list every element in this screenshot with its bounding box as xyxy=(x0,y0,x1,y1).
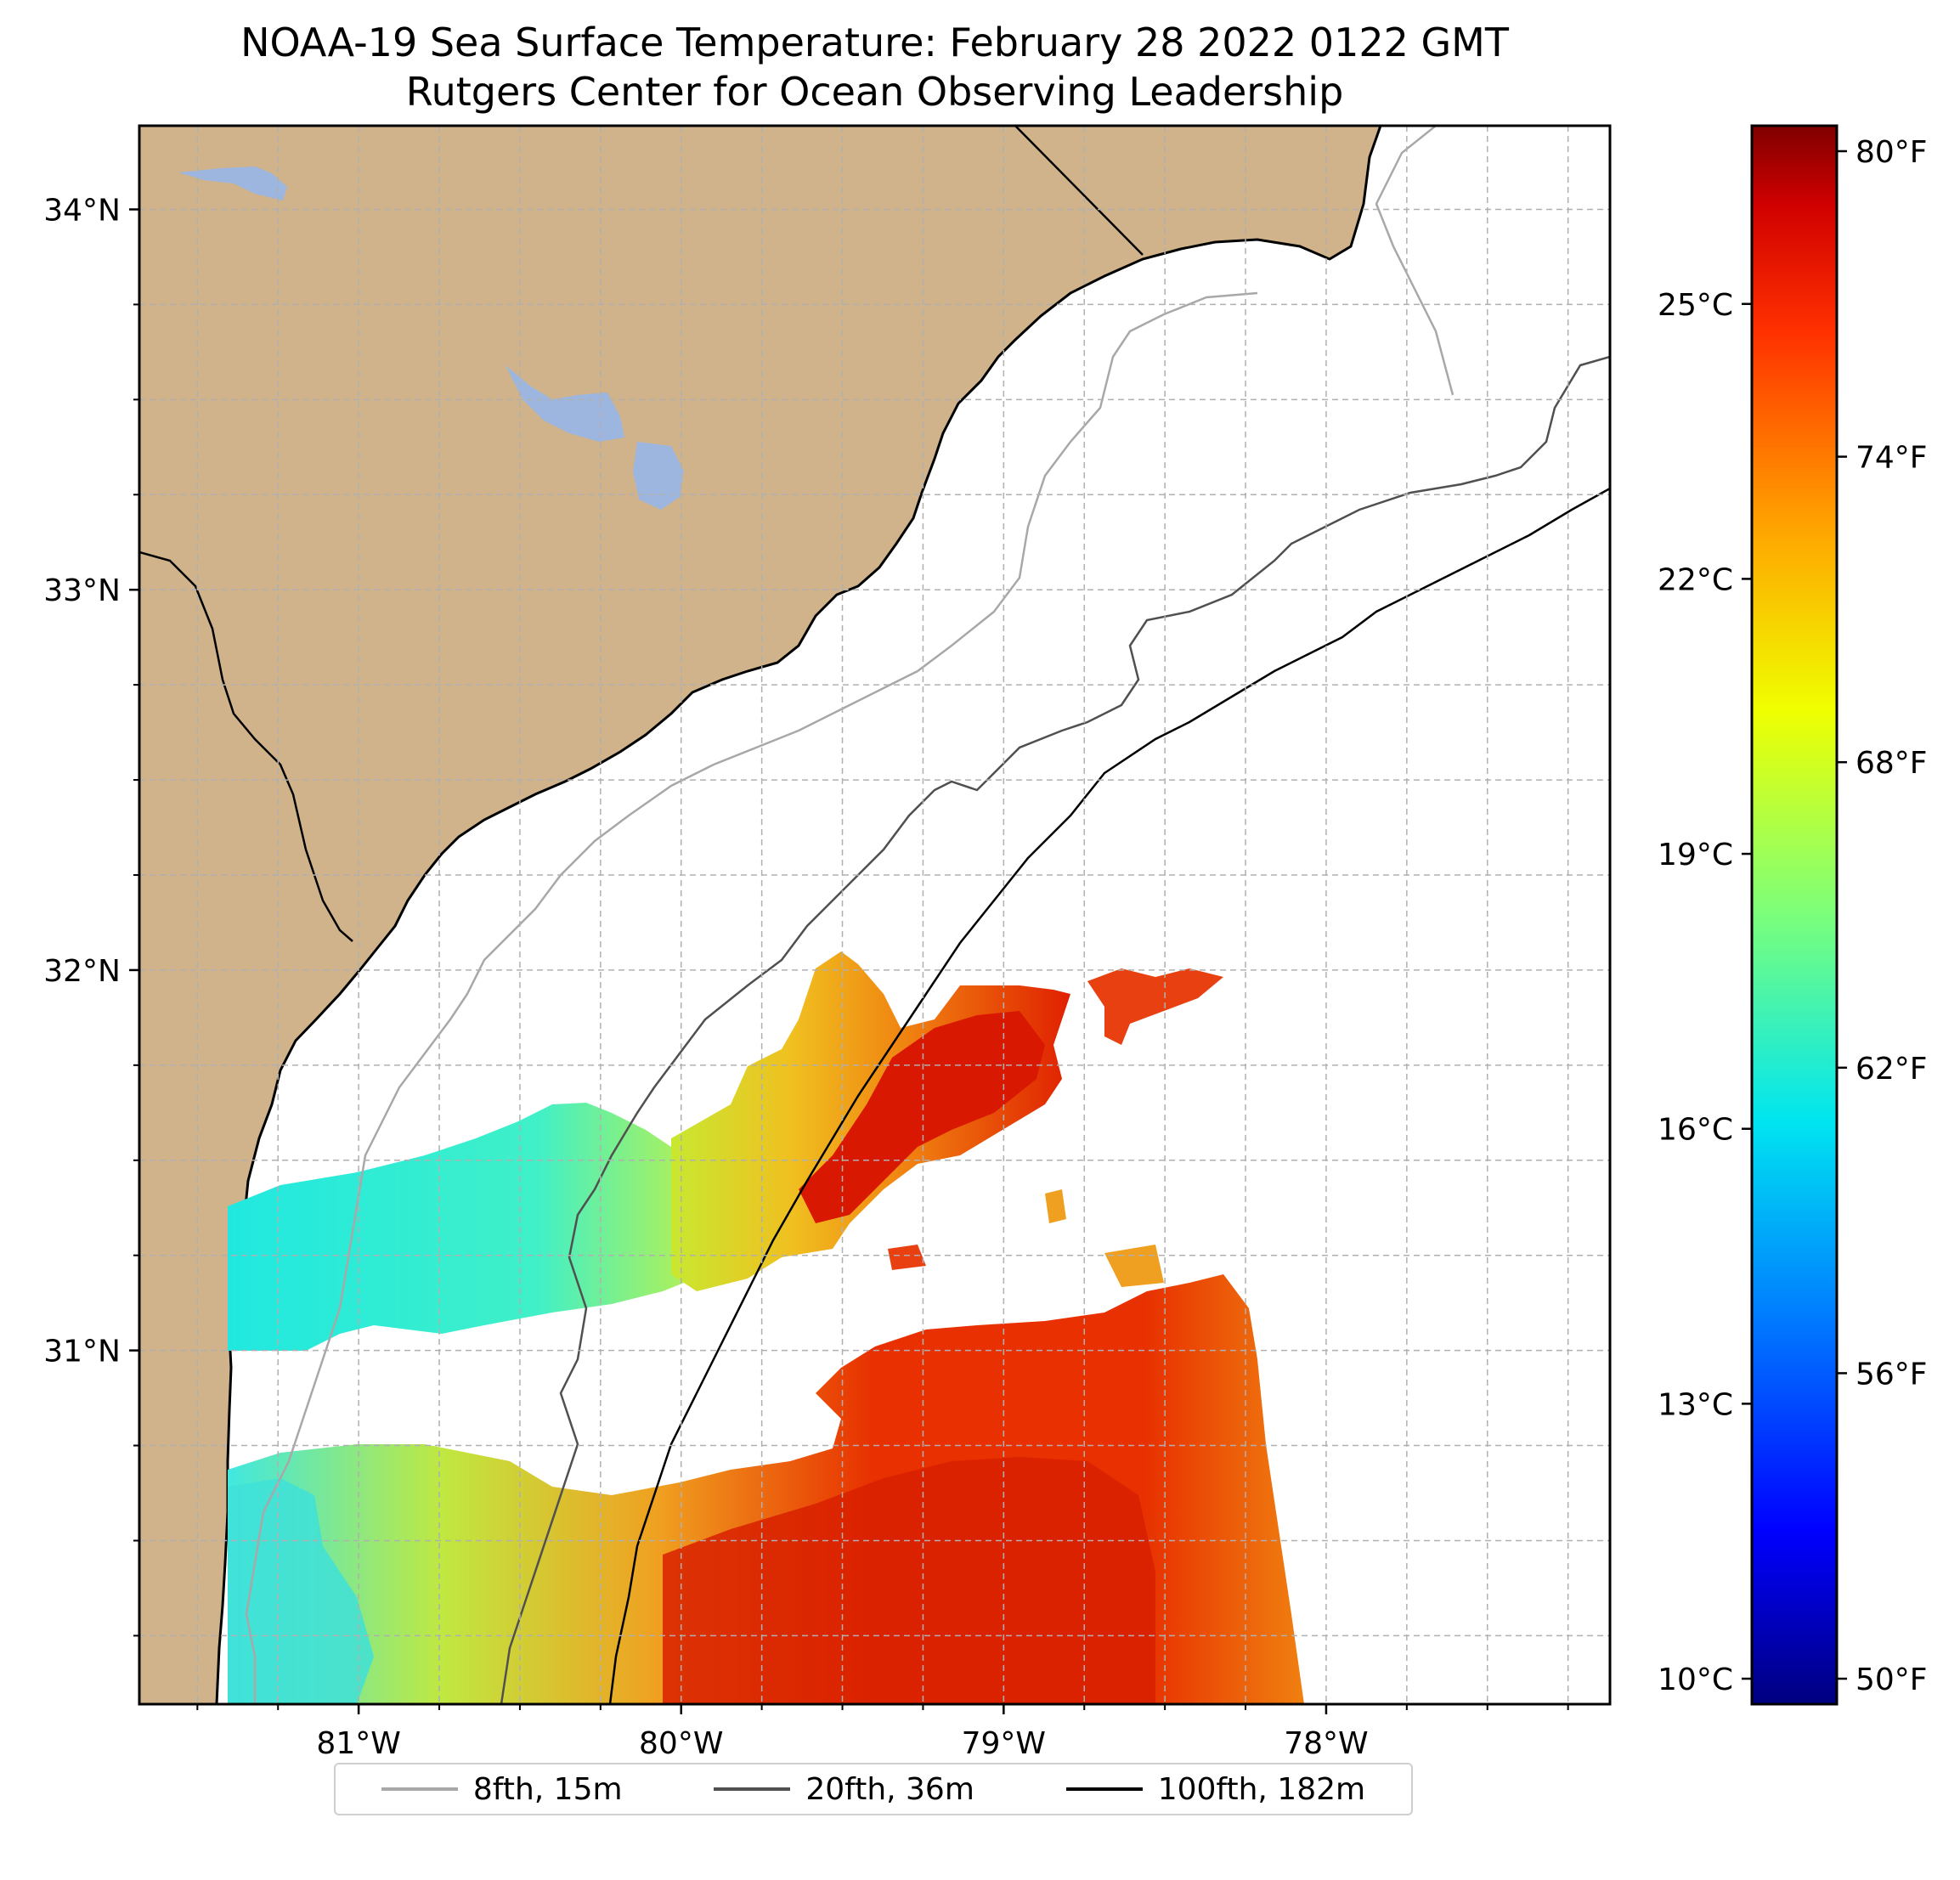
sst-patch-south-red-core xyxy=(663,1457,1155,1704)
sst-overlay xyxy=(228,951,1304,1704)
x-tick-label: 80°W xyxy=(639,1726,723,1761)
colorbar-f-label: 50°F xyxy=(1856,1663,1928,1697)
axis-ticks: 34°N 33°N 32°N 31°N 81°W 80°W 79°W 78°W xyxy=(43,193,1569,1761)
colorbar-f-label: 62°F xyxy=(1856,1052,1928,1087)
colorbar-f-label: 68°F xyxy=(1856,746,1928,781)
map-title: NOAA-19 Sea Surface Temperature: Februar… xyxy=(240,20,1509,65)
colorbar-c-label: 25°C xyxy=(1658,288,1733,323)
colorbar-c-label: 22°C xyxy=(1658,562,1733,597)
legend-swatch-8fth xyxy=(381,1787,458,1791)
legend-label-100fth: 100fth, 182m xyxy=(1157,1771,1366,1807)
legend-label-20fth: 20fth, 36m xyxy=(805,1771,974,1807)
legend-label-8fth: 8fth, 15m xyxy=(472,1771,623,1807)
legend-swatch-100fth xyxy=(1065,1787,1143,1791)
colorbar-c-label: 13°C xyxy=(1658,1387,1733,1422)
lake-small xyxy=(633,442,684,510)
sst-patch-southwest-cyan xyxy=(228,1478,374,1704)
sst-patch-northeast-red xyxy=(1087,968,1223,1045)
contour-8fth xyxy=(245,126,1454,1704)
y-tick-label: 32°N xyxy=(43,954,121,989)
y-tick-label: 31°N xyxy=(43,1335,121,1369)
y-tick-label: 34°N xyxy=(43,193,121,228)
map-frame xyxy=(138,124,1612,1706)
map-area[interactable] xyxy=(139,126,1610,1704)
y-tick-label: 33°N xyxy=(43,573,121,608)
legend-swatch-20fth xyxy=(714,1787,791,1791)
legend-item-20fth: 20fth, 36m xyxy=(714,1772,974,1807)
lake-marion xyxy=(178,167,287,200)
sst-patch-small-2 xyxy=(888,1245,926,1270)
sst-patch-red-core xyxy=(799,1011,1045,1223)
colorbar-c-label: 16°C xyxy=(1658,1113,1733,1148)
legend: 8fth, 15m 20fth, 36m 100fth, 182m xyxy=(334,1763,1413,1815)
lake-moultrie xyxy=(506,365,624,442)
colorbar-c-label: 10°C xyxy=(1658,1663,1733,1697)
map-subtitle: Rutgers Center for Ocean Observing Leade… xyxy=(405,69,1344,115)
legend-item-100fth: 100fth, 182m xyxy=(1065,1771,1366,1807)
contour-100fth xyxy=(608,487,1610,1704)
state-border-nc-sc xyxy=(1014,126,1144,256)
graticule xyxy=(139,126,1610,1704)
colorbar-f-label: 56°F xyxy=(1856,1357,1928,1392)
contour-20fth xyxy=(500,355,1610,1704)
state-border-ga-sc xyxy=(139,550,353,942)
sst-patch-small-1 xyxy=(1045,1189,1066,1223)
colorbar-c-label: 19°C xyxy=(1658,838,1733,872)
colorbar-f-label: 80°F xyxy=(1856,135,1928,170)
colorbar xyxy=(1750,124,1839,1706)
sst-patch-north-cyan xyxy=(228,1103,790,1351)
x-tick-label: 78°W xyxy=(1284,1726,1368,1761)
colorbar-ticks: 80°F 74°F 68°F 62°F 56°F 50°F 25°C 22°C 19°C 16°C… xyxy=(1658,135,1927,1697)
x-tick-label: 81°W xyxy=(316,1726,400,1761)
x-tick-label: 79°W xyxy=(962,1726,1046,1761)
colorbar-f-label: 74°F xyxy=(1856,441,1928,476)
legend-item-8fth: 8fth, 15m xyxy=(381,1772,623,1807)
